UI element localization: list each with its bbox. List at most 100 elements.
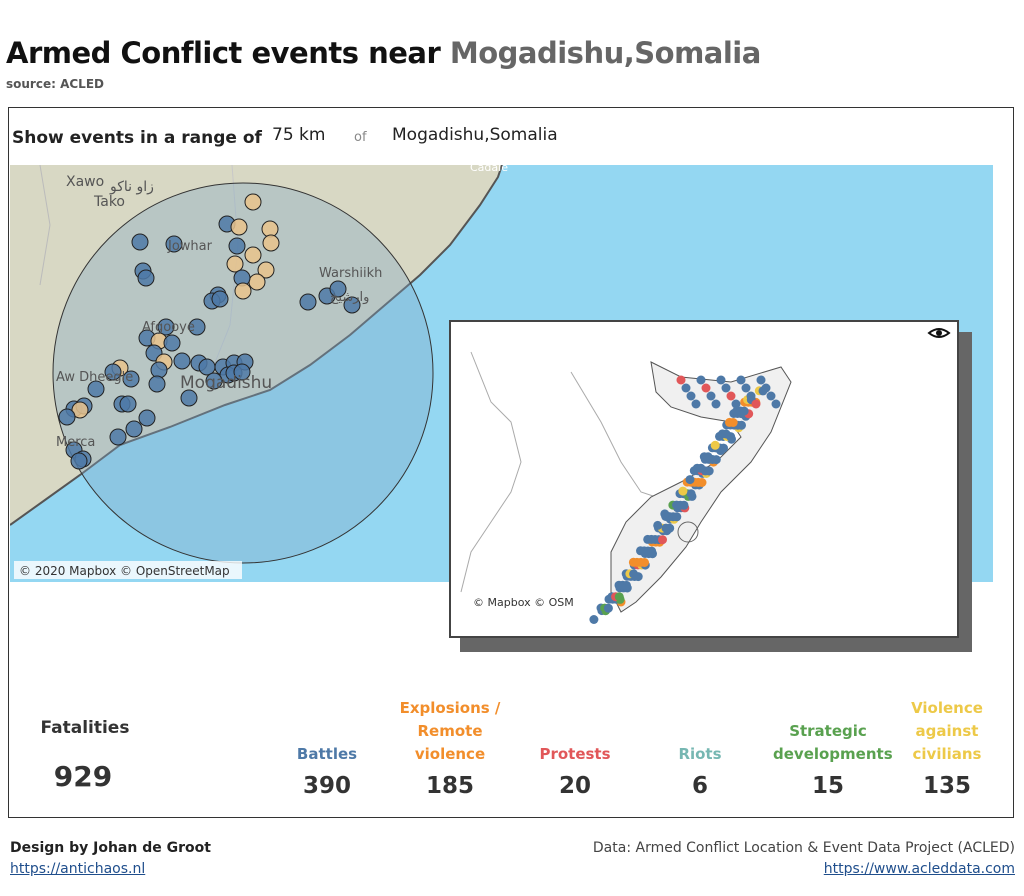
place-label: زاو ناكو xyxy=(109,179,154,195)
event-dot xyxy=(122,370,140,388)
frame xyxy=(8,107,1014,818)
event-dot xyxy=(150,361,168,379)
inset-dot xyxy=(653,520,663,530)
range-value[interactable]: 75 km xyxy=(272,125,326,145)
event-dot xyxy=(163,334,181,352)
inset-dot xyxy=(696,463,706,473)
inset-dot xyxy=(716,375,726,385)
design-link[interactable]: https://antichaos.nl xyxy=(10,861,146,877)
road xyxy=(39,165,51,286)
inset-dot xyxy=(676,375,686,385)
inset-dot xyxy=(751,399,761,409)
event-dot xyxy=(109,428,127,446)
event-dot xyxy=(148,375,166,393)
inset-dot xyxy=(711,399,721,409)
event-dot xyxy=(188,318,206,336)
event-dot xyxy=(70,452,88,470)
category-value: 6 xyxy=(691,773,708,799)
event-dot xyxy=(244,193,262,211)
inset-dot xyxy=(614,592,624,602)
event-dot xyxy=(137,269,155,287)
inset-dot xyxy=(686,489,696,499)
event-dot xyxy=(299,293,317,311)
place-label: Aw Dheegle xyxy=(56,370,133,385)
event-dot xyxy=(343,296,361,314)
event-dot xyxy=(228,237,246,255)
inset-dot xyxy=(685,475,695,485)
inset-dot xyxy=(686,391,696,401)
category-label: Battles xyxy=(296,745,358,763)
border xyxy=(460,351,522,593)
category-label: Strategic developments xyxy=(773,722,893,763)
inset-map: © Mapbox © OSM xyxy=(449,320,959,638)
title-place: Mogadishu,Somalia xyxy=(449,36,761,70)
inset-svg: © Mapbox © OSM xyxy=(460,328,951,624)
inset-dot xyxy=(746,391,756,401)
event-dot xyxy=(125,420,143,438)
place-label: Mogadishu xyxy=(180,373,272,393)
events xyxy=(58,193,361,470)
inset-dot xyxy=(726,391,736,401)
title-text: Armed Conflict events near xyxy=(6,36,450,70)
category-value: 15 xyxy=(811,773,844,799)
event-dot xyxy=(157,318,175,336)
range-marker xyxy=(677,521,699,543)
inset-dot xyxy=(697,478,707,487)
inset-dot xyxy=(589,615,599,624)
category-value: 20 xyxy=(558,773,591,799)
attribution-bg xyxy=(14,561,242,579)
event-dot xyxy=(180,389,198,407)
inset-dot xyxy=(691,399,701,409)
inset-dot xyxy=(706,391,716,401)
place-value[interactable]: Mogadishu,Somalia xyxy=(392,125,558,145)
place-label: Xawo xyxy=(66,174,104,190)
inset-dot xyxy=(771,399,781,409)
inset-dot xyxy=(696,375,706,385)
fatalities-value: 929 xyxy=(53,760,113,793)
category-label: Riots xyxy=(678,745,722,763)
filter-label: Show events in a range of xyxy=(12,128,262,148)
event-dot xyxy=(230,218,248,236)
data-link[interactable]: https://www.acleddata.com xyxy=(823,861,1015,877)
inset-dot xyxy=(741,383,751,393)
inset-dot xyxy=(766,391,776,401)
inset-dot xyxy=(739,406,749,416)
category-value: 135 xyxy=(922,773,971,799)
coast xyxy=(10,165,503,526)
inset-dot xyxy=(736,375,746,385)
inset-dot xyxy=(756,375,766,385)
event-dot xyxy=(329,280,347,298)
event-dot xyxy=(71,401,89,419)
road xyxy=(209,165,239,376)
inset-dot xyxy=(719,443,728,453)
event-dot xyxy=(234,282,252,300)
event-dot xyxy=(131,233,149,251)
inset-dot xyxy=(704,466,714,476)
event-dot xyxy=(248,273,266,291)
inset-dot xyxy=(731,399,741,409)
of-label: of xyxy=(354,130,367,145)
inset-dot xyxy=(721,383,731,393)
inset-dot xyxy=(710,440,720,450)
category-value: 185 xyxy=(425,773,474,799)
inset-dot xyxy=(647,546,657,556)
design-credit: Design by Johan de Groot xyxy=(10,840,211,856)
inset-dot xyxy=(629,569,639,579)
category-label: Explosions / Remote violence xyxy=(399,699,501,763)
inset-dot xyxy=(640,558,649,567)
place-label: Merca xyxy=(56,435,95,450)
event-dot xyxy=(226,255,244,273)
map-labels: Xawo زاو ناكو Tako Jowhar Warshiikh وارش… xyxy=(56,165,508,450)
event-dot xyxy=(104,363,122,381)
inset-dot xyxy=(737,420,746,430)
inset-dot xyxy=(679,500,689,510)
attribution: © 2020 Mapbox © OpenStreetMap xyxy=(19,564,230,578)
inset-dot xyxy=(701,383,711,393)
event-dot xyxy=(58,408,76,426)
event-dot xyxy=(138,409,156,427)
category-label: Protests xyxy=(539,745,611,763)
category-value: 390 xyxy=(302,773,351,799)
event-dot xyxy=(257,261,275,279)
data-credit: Data: Armed Conflict Location & Event Da… xyxy=(592,840,1015,856)
